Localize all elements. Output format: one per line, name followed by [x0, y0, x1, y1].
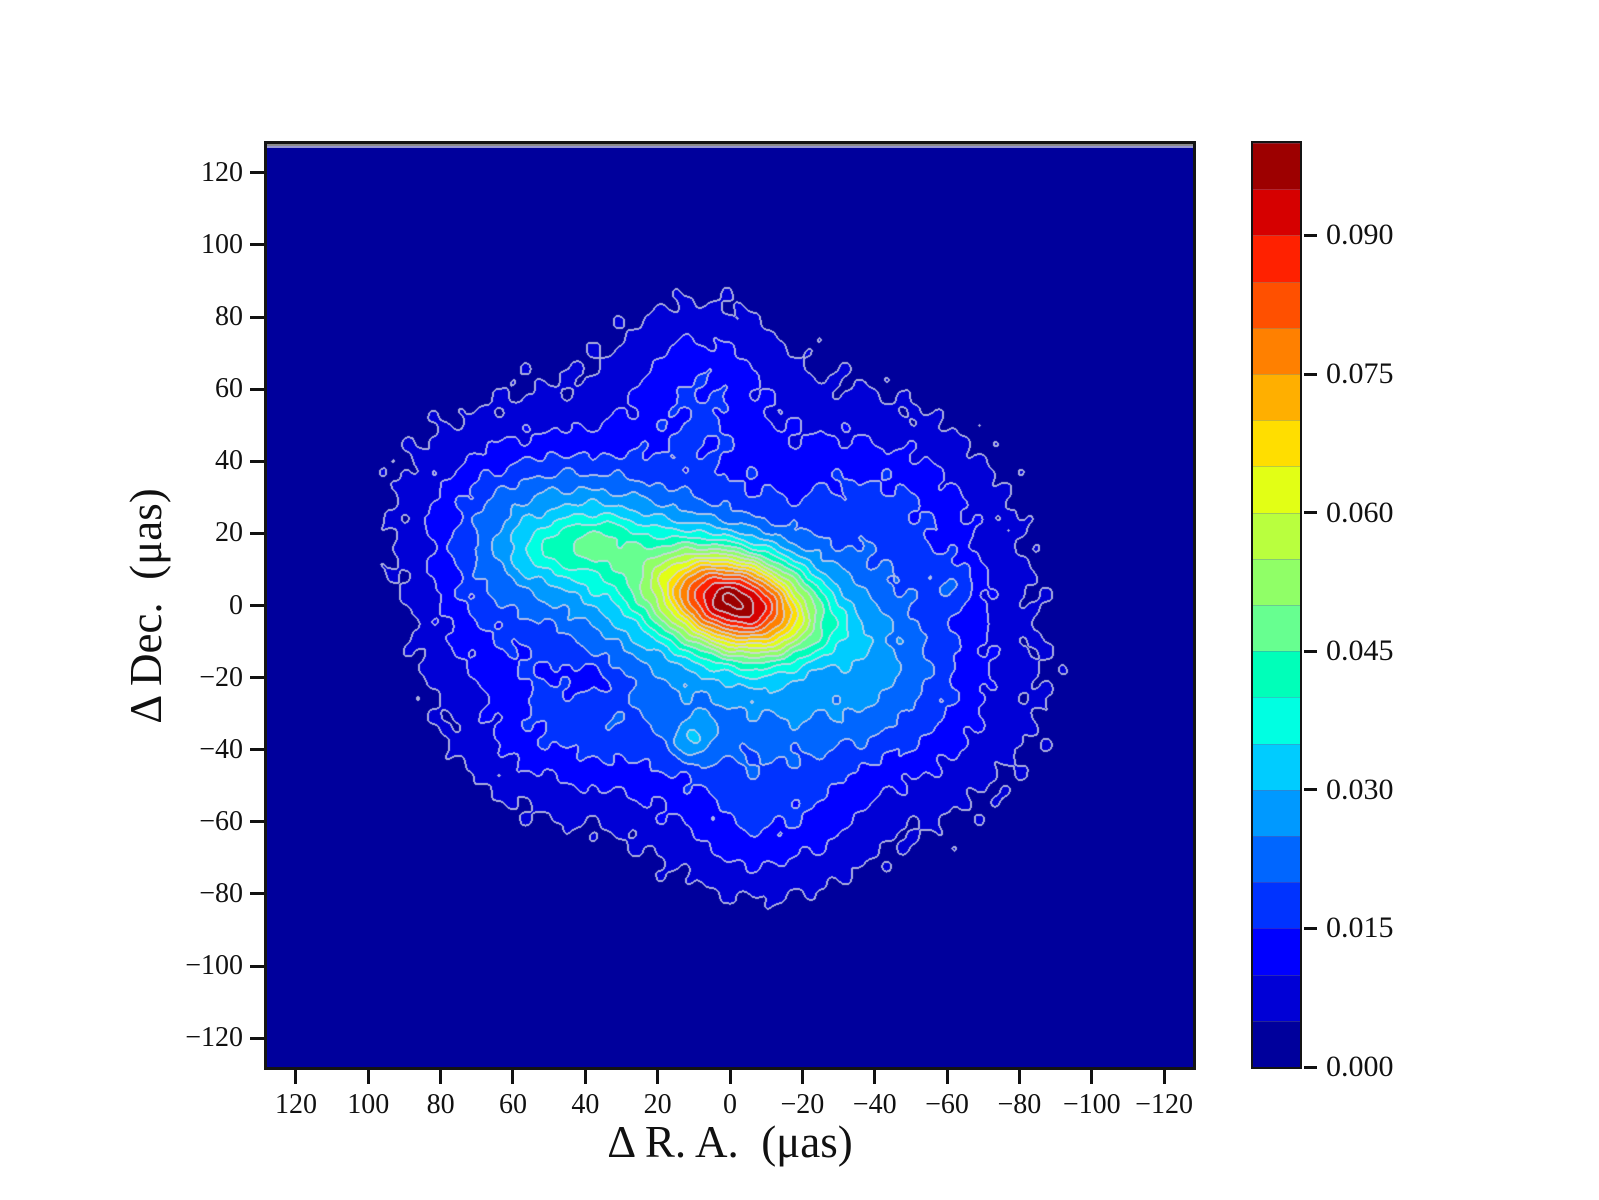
y-tick [250, 459, 264, 463]
y-tick [250, 604, 264, 607]
y-tick-label: 20 [215, 517, 243, 549]
colorbar-tick [1304, 233, 1317, 237]
colorbar-tick-label: 0.030 [1326, 772, 1394, 806]
colorbar-band [1253, 651, 1300, 698]
y-tick-label: 0 [229, 589, 243, 621]
x-tick-label: 80 [426, 1089, 455, 1120]
colorbar-band [1253, 466, 1300, 514]
y-tick [250, 676, 264, 680]
x-tick-label: 20 [643, 1089, 672, 1120]
y-tick [250, 1036, 264, 1040]
colorbar-band [1253, 928, 1300, 976]
x-tick [800, 1070, 804, 1084]
y-tick [250, 315, 264, 319]
colorbar [1253, 143, 1300, 1068]
x-tick-label: −60 [925, 1089, 969, 1120]
colorbar-band [1253, 558, 1300, 606]
y-tick [250, 243, 264, 247]
y-tick-label: 120 [201, 156, 243, 188]
y-tick-label: 100 [201, 228, 243, 260]
colorbar-tick [1304, 511, 1317, 515]
colorbar-band [1253, 743, 1300, 791]
x-tick-label: −120 [1135, 1089, 1193, 1120]
colorbar-tick-label: 0.060 [1326, 495, 1394, 529]
colorbar-band [1253, 836, 1300, 883]
colorbar-band [1253, 327, 1300, 375]
y-tick [250, 820, 264, 824]
colorbar-tick [1304, 649, 1317, 653]
colorbar-tick [1304, 788, 1317, 792]
colorbar-band [1253, 605, 1300, 652]
y-tick-label: 80 [215, 301, 243, 333]
colorbar-band [1253, 789, 1300, 837]
colorbar-tick [1304, 926, 1317, 930]
colorbar-tick-label: 0.075 [1326, 357, 1394, 390]
y-tick [250, 171, 264, 175]
colorbar-band [1253, 882, 1300, 929]
y-axis-label: Δ Dec. (μas) [121, 488, 171, 724]
x-tick [583, 1070, 587, 1084]
x-tick [294, 1070, 298, 1084]
y-tick [250, 531, 264, 535]
x-tick [439, 1070, 443, 1084]
x-tick [511, 1070, 515, 1084]
y-tick-label: 40 [215, 445, 243, 477]
y-tick-label: 60 [215, 373, 243, 405]
x-tick [728, 1070, 732, 1084]
x-tick [366, 1070, 370, 1084]
x-tick [656, 1070, 660, 1084]
colorbar-band [1253, 512, 1300, 560]
colorbar-band [1253, 420, 1300, 467]
x-tick-label: 60 [498, 1089, 527, 1120]
y-tick-label: −120 [185, 1022, 243, 1054]
colorbar-tick-label: 0.045 [1326, 634, 1394, 668]
colorbar-tick [1304, 372, 1317, 376]
contour-plot-canvas [267, 144, 1193, 1067]
x-tick-label: −40 [852, 1089, 897, 1120]
x-tick-label: −80 [997, 1089, 1042, 1120]
colorbar-band [1253, 235, 1300, 283]
y-tick [250, 387, 264, 391]
x-tick-label: 100 [347, 1089, 390, 1120]
colorbar-tick-label: 0.000 [1326, 1050, 1394, 1083]
x-tick-label: 120 [274, 1089, 317, 1120]
x-axis-label: Δ R. A. (μas) [607, 1117, 853, 1167]
x-tick [1162, 1070, 1166, 1084]
y-tick [250, 964, 264, 968]
y-tick [250, 748, 264, 752]
y-tick [250, 892, 264, 896]
y-tick-label: −100 [185, 950, 243, 982]
y-tick-label: −80 [199, 877, 243, 909]
colorbar-band [1253, 974, 1300, 1022]
x-tick-label: 40 [571, 1089, 600, 1120]
colorbar-band [1253, 189, 1300, 236]
y-tick-label: −60 [199, 805, 243, 837]
y-tick-label: −40 [199, 733, 243, 765]
x-tick [873, 1070, 877, 1084]
x-tick-label: −100 [1062, 1089, 1121, 1120]
colorbar-band [1253, 374, 1300, 421]
colorbar-band [1253, 143, 1300, 190]
colorbar-band [1253, 697, 1300, 745]
y-tick-label: −20 [199, 661, 243, 693]
x-tick [945, 1070, 949, 1084]
colorbar-tick [1304, 1065, 1317, 1069]
x-tick [1017, 1070, 1021, 1084]
x-tick-label: −20 [780, 1089, 825, 1120]
colorbar-tick-label: 0.015 [1326, 911, 1394, 945]
colorbar-tick-label: 0.090 [1326, 218, 1394, 252]
colorbar-band [1253, 1020, 1300, 1068]
x-tick [1090, 1070, 1094, 1084]
colorbar-band [1253, 281, 1300, 329]
x-tick-label: 0 [723, 1089, 737, 1120]
